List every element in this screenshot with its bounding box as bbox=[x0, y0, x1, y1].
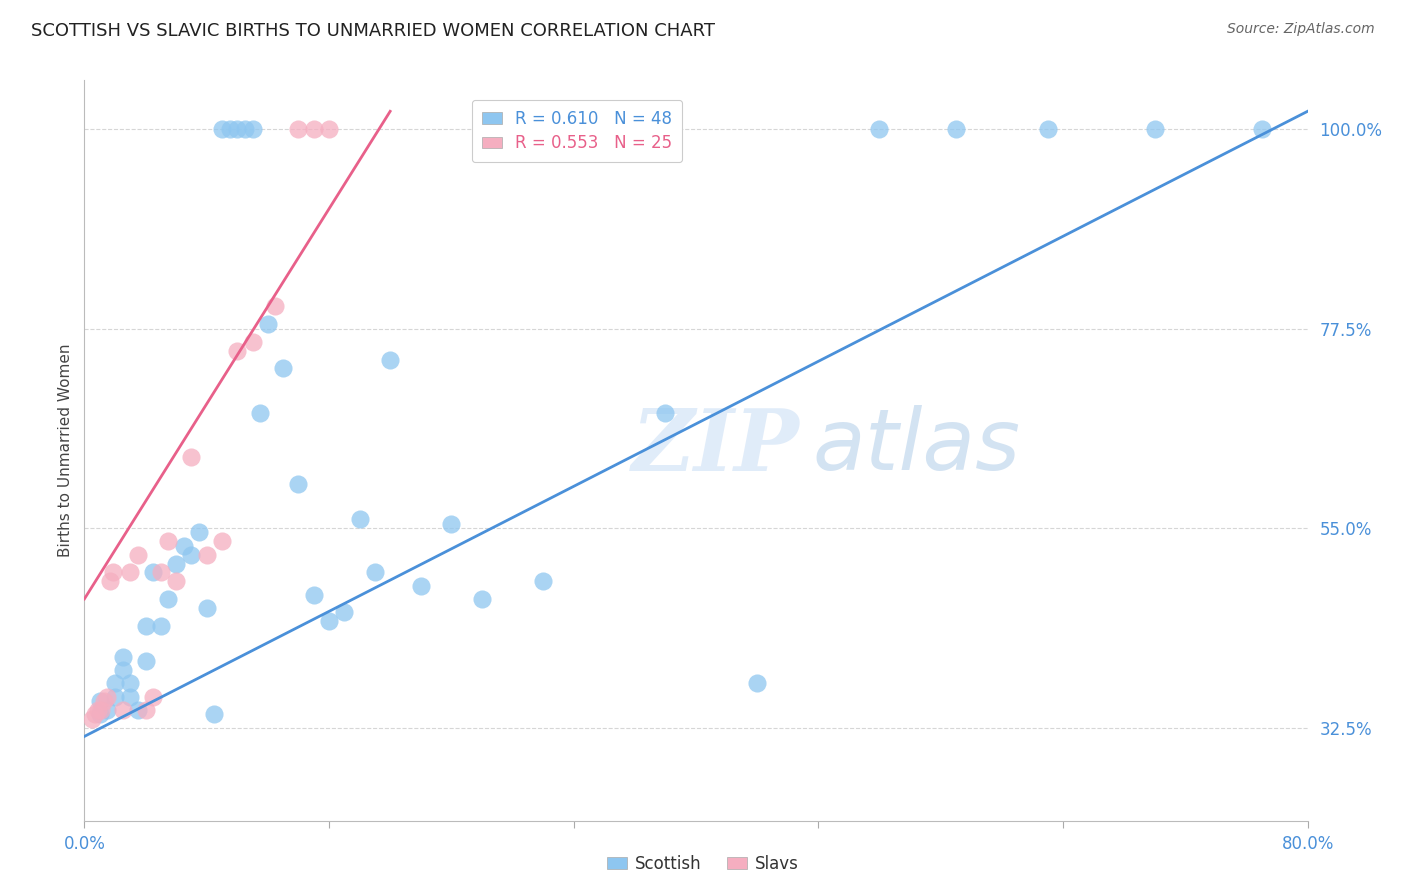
Point bbox=[287, 122, 309, 136]
Point bbox=[318, 614, 340, 628]
Point bbox=[142, 566, 165, 580]
Point bbox=[111, 649, 134, 664]
Point bbox=[242, 334, 264, 349]
Point bbox=[87, 703, 110, 717]
Legend: R = 0.610   N = 48, R = 0.553   N = 25: R = 0.610 N = 48, R = 0.553 N = 25 bbox=[472, 100, 682, 162]
Point bbox=[111, 703, 134, 717]
Point bbox=[945, 122, 967, 136]
Point bbox=[84, 707, 107, 722]
Point bbox=[349, 512, 371, 526]
Point bbox=[149, 618, 172, 632]
Point bbox=[120, 566, 142, 580]
Point bbox=[127, 703, 149, 717]
Text: Source: ZipAtlas.com: Source: ZipAtlas.com bbox=[1227, 22, 1375, 37]
Point bbox=[1250, 122, 1272, 136]
Point bbox=[127, 548, 149, 562]
Point bbox=[173, 539, 195, 553]
Point bbox=[287, 476, 309, 491]
Point bbox=[135, 654, 157, 668]
Point bbox=[747, 676, 769, 690]
Point bbox=[249, 406, 271, 420]
Point bbox=[89, 694, 111, 708]
Point bbox=[211, 122, 233, 136]
Point bbox=[1143, 122, 1166, 136]
Point bbox=[195, 600, 218, 615]
Point bbox=[142, 690, 165, 704]
Point bbox=[103, 566, 125, 580]
Point bbox=[104, 676, 127, 690]
Point bbox=[157, 591, 180, 606]
Point bbox=[264, 299, 287, 313]
Point bbox=[440, 516, 463, 531]
Point bbox=[333, 605, 356, 619]
Point bbox=[89, 707, 111, 722]
Point bbox=[104, 690, 127, 704]
Point bbox=[302, 588, 325, 602]
Point bbox=[409, 579, 432, 593]
Point bbox=[165, 557, 187, 571]
Point bbox=[188, 525, 211, 540]
Legend: Scottish, Slavs: Scottish, Slavs bbox=[600, 848, 806, 880]
Point bbox=[226, 343, 249, 358]
Point bbox=[1036, 122, 1059, 136]
Point bbox=[96, 690, 118, 704]
Point bbox=[242, 122, 264, 136]
Point bbox=[96, 703, 118, 717]
Point bbox=[135, 703, 157, 717]
Point bbox=[180, 548, 202, 562]
Point bbox=[257, 317, 280, 331]
Point bbox=[93, 694, 115, 708]
Point bbox=[120, 676, 142, 690]
Point bbox=[380, 352, 402, 367]
Point bbox=[318, 122, 340, 136]
Point bbox=[271, 361, 294, 376]
Point bbox=[654, 406, 676, 420]
Point bbox=[364, 566, 387, 580]
Point bbox=[111, 663, 134, 677]
Point bbox=[157, 534, 180, 549]
Text: SCOTTISH VS SLAVIC BIRTHS TO UNMARRIED WOMEN CORRELATION CHART: SCOTTISH VS SLAVIC BIRTHS TO UNMARRIED W… bbox=[31, 22, 714, 40]
Point bbox=[120, 690, 142, 704]
Point bbox=[165, 574, 187, 589]
Point bbox=[609, 122, 631, 136]
Point bbox=[211, 534, 233, 549]
Point bbox=[90, 703, 112, 717]
Point bbox=[302, 122, 325, 136]
Point bbox=[202, 707, 225, 722]
Point bbox=[531, 574, 554, 589]
Point bbox=[98, 574, 121, 589]
Point bbox=[233, 122, 256, 136]
Point bbox=[226, 122, 249, 136]
Point bbox=[218, 122, 240, 136]
Text: ZIP: ZIP bbox=[633, 405, 800, 489]
Y-axis label: Births to Unmarried Women: Births to Unmarried Women bbox=[58, 343, 73, 558]
Point bbox=[80, 712, 103, 726]
Point bbox=[195, 548, 218, 562]
Point bbox=[471, 591, 494, 606]
Text: atlas: atlas bbox=[813, 405, 1021, 488]
Point bbox=[869, 122, 891, 136]
Point bbox=[180, 450, 202, 464]
Point bbox=[149, 566, 172, 580]
Point bbox=[135, 618, 157, 632]
